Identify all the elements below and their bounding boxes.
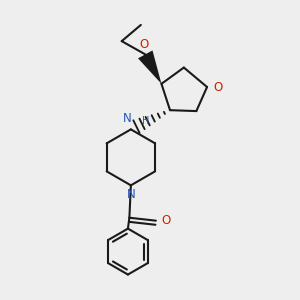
- Text: O: O: [161, 214, 170, 227]
- Text: H: H: [142, 116, 150, 126]
- Polygon shape: [138, 50, 161, 84]
- Text: N: N: [122, 112, 131, 125]
- Text: N: N: [127, 188, 135, 201]
- Text: O: O: [139, 38, 148, 51]
- Text: O: O: [214, 80, 223, 94]
